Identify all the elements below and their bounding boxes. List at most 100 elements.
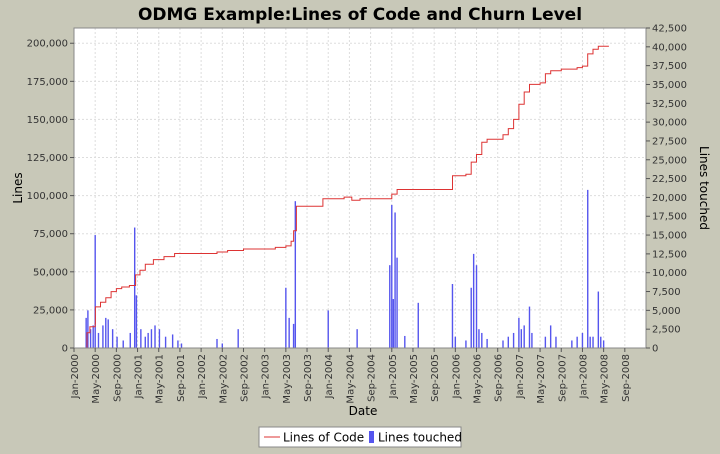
- lines-touched-bar: [150, 329, 153, 348]
- lines-touched-bar: [122, 340, 124, 348]
- left-tick-label: 0: [62, 344, 68, 355]
- x-tick-label: Jan-2004: [324, 354, 335, 399]
- legend-lines-of-code-label: Lines of Code: [283, 431, 364, 445]
- x-tick-label: Jan-2007: [515, 354, 526, 399]
- left-tick-label: 125,000: [27, 153, 68, 164]
- lines-touched-bar: [396, 257, 398, 348]
- chart-title: ODMG Example:Lines of Code and Churn Lev…: [138, 5, 582, 25]
- lines-touched-bar: [481, 332, 483, 348]
- lines-touched-bar: [520, 329, 523, 348]
- lines-touched-bar: [592, 336, 594, 348]
- lines-touched-bar: [94, 235, 96, 348]
- plot-border: [73, 27, 647, 349]
- lines-touched-bar: [555, 336, 557, 348]
- lines-touched-bar: [177, 340, 179, 348]
- right-tick-label: 0: [652, 344, 658, 355]
- x-axis-label: Date: [349, 404, 378, 418]
- x-tick-label: Jan-2008: [578, 354, 589, 399]
- lines-touched-series: [85, 189, 605, 348]
- legend-lines-touched-label: Lines touched: [378, 431, 462, 445]
- lines-touched-bar: [394, 212, 396, 348]
- lines-touched-bar: [180, 343, 183, 348]
- lines-touched-bar: [92, 325, 94, 348]
- right-tick-label: 40,000: [652, 42, 687, 53]
- lines-touched-bar: [571, 340, 573, 348]
- x-tick-label: May-2008: [600, 354, 611, 404]
- lines-touched-bar: [164, 336, 167, 348]
- lines-touched-bar: [107, 319, 109, 348]
- x-tick-label: Sep-2001: [176, 354, 187, 402]
- x-tick-label: Sep-2004: [367, 354, 378, 402]
- lines-touched-bar: [589, 336, 591, 348]
- lines-touched-bar: [531, 332, 533, 348]
- lines-touched-bar: [518, 317, 520, 348]
- x-tick-label: Sep-2007: [557, 354, 568, 402]
- lines-touched-bar: [451, 284, 454, 348]
- lines-touched-bar: [470, 287, 472, 348]
- lines-touched-bar: [87, 310, 89, 348]
- lines-touched-bar: [528, 306, 531, 348]
- left-tick-label: 75,000: [33, 229, 68, 240]
- lines-touched-bar: [523, 325, 525, 348]
- lines-touched-bar: [154, 325, 156, 348]
- lines-touched-bar: [478, 329, 480, 348]
- lines-touched-bar: [544, 336, 547, 348]
- left-tick-label: 200,000: [27, 39, 68, 50]
- lines-touched-bar: [129, 332, 131, 348]
- x-axis: Jan-2000 May-2000 Sep-2000 Jan-2001 May-2001…: [70, 348, 632, 404]
- legend-lines-touched-swatch: [369, 431, 374, 443]
- right-tick-label: 35,000: [652, 80, 687, 91]
- lines-touched-bar: [144, 336, 146, 348]
- right-tick-label: 2,500: [652, 325, 681, 336]
- lines-touched-bar: [285, 287, 287, 348]
- lines-touched-bar: [85, 317, 87, 348]
- left-tick-label: 150,000: [27, 115, 68, 126]
- x-tick-label: Sep-2003: [303, 354, 314, 402]
- lines-touched-bar: [294, 201, 297, 348]
- right-tick-label: 5,000: [652, 306, 681, 317]
- lines-touched-bar: [512, 332, 515, 348]
- lines-touched-bar: [475, 265, 478, 348]
- lines-touched-bar: [507, 336, 509, 348]
- left-tick-label: 175,000: [27, 77, 68, 88]
- lines-touched-bar: [102, 325, 104, 348]
- lines-touched-bar: [602, 340, 605, 348]
- lines-touched-bar: [502, 340, 504, 348]
- right-tick-label: 30,000: [652, 118, 687, 129]
- x-tick-label: May-2005: [409, 354, 420, 404]
- right-tick-label: 42,500: [652, 24, 687, 35]
- lines-touched-bar: [486, 338, 488, 348]
- x-tick-label: May-2002: [218, 354, 229, 404]
- lines-touched-bar: [600, 336, 602, 348]
- left-tick-label: 50,000: [33, 267, 68, 278]
- lines-touched-bar: [237, 329, 239, 348]
- x-tick-label: Jan-2000: [70, 354, 81, 399]
- lines-touched-bar: [216, 338, 218, 348]
- x-tick-label: May-2004: [345, 354, 356, 404]
- right-axis-label: Lines touched: [697, 146, 711, 230]
- plot-area: [74, 28, 646, 348]
- right-tick-label: 27,500: [652, 136, 687, 147]
- right-tick-label: 20,000: [652, 193, 687, 204]
- lines-touched-bar: [147, 332, 149, 348]
- right-tick-label: 22,500: [652, 174, 687, 185]
- lines-touched-bar: [292, 323, 295, 348]
- left-tick-label: 100,000: [27, 191, 68, 202]
- x-tick-label: Sep-2002: [239, 354, 250, 402]
- right-tick-label: 7,500: [652, 287, 681, 298]
- lines-touched-bar: [587, 189, 589, 348]
- lines-touched-bar: [472, 253, 475, 348]
- lines-touched-bar: [597, 291, 600, 348]
- lines-touched-bar: [391, 204, 393, 348]
- x-tick-label: Sep-2006: [494, 354, 505, 402]
- lines-touched-bar: [105, 317, 107, 348]
- lines-touched-bar: [288, 317, 290, 348]
- lines-touched-bar: [140, 329, 142, 348]
- lines-touched-bar: [581, 332, 584, 348]
- lines-touched-bar: [133, 227, 136, 348]
- x-tick-label: May-2006: [473, 354, 484, 404]
- right-tick-label: 15,000: [652, 231, 687, 242]
- lines-touched-bar: [417, 302, 419, 348]
